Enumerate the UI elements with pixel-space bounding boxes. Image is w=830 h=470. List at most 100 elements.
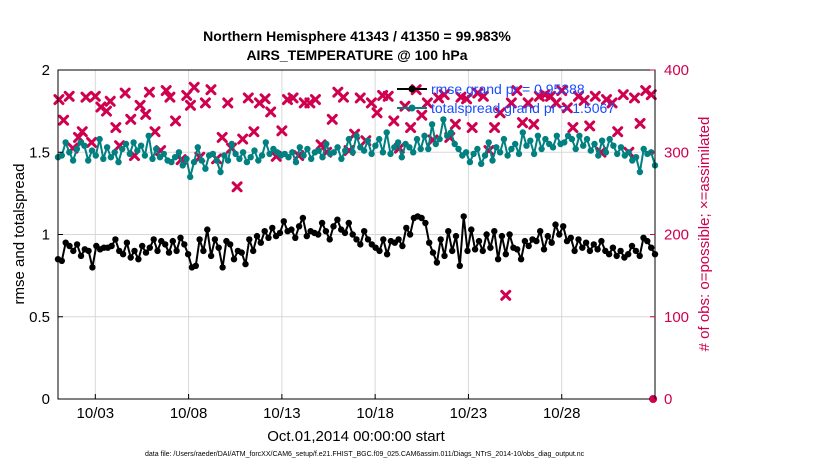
spread-point <box>255 157 262 164</box>
spread-point <box>202 165 209 172</box>
obs-assimilated-marker <box>53 94 65 106</box>
rmse-point <box>498 232 506 240</box>
rmse-point <box>491 228 498 235</box>
rmse-point <box>108 242 115 250</box>
spread-point <box>474 145 481 153</box>
spread-point <box>625 149 632 156</box>
rmse-point <box>165 249 173 256</box>
spread-point <box>198 157 205 164</box>
spread-point <box>251 147 258 154</box>
spread-point <box>576 132 583 139</box>
spread-point <box>391 144 398 151</box>
spread-point <box>572 145 579 153</box>
y-right-tick-label: 0 <box>664 391 672 408</box>
spread-point <box>243 158 251 166</box>
rmse-point <box>77 252 85 260</box>
rmse-point <box>605 251 613 258</box>
spread-point <box>296 144 303 151</box>
obs-assimilated-marker <box>119 87 131 99</box>
obs-assimilated-marker <box>170 115 182 127</box>
obs-assimilated-marker <box>101 105 113 117</box>
rmse-point <box>357 241 364 248</box>
rmse-point <box>441 252 448 260</box>
rmse-point <box>200 247 207 255</box>
rmse-point <box>261 228 268 235</box>
spread-point <box>292 158 300 166</box>
spread-point <box>561 139 568 146</box>
rmse-point <box>506 231 513 238</box>
obs-assimilated-marker <box>449 118 461 130</box>
spread-point <box>187 173 194 181</box>
spread-point <box>610 142 617 149</box>
chart-title-line2: AIRS_TEMPERATURE @ 100 hPa <box>246 47 467 63</box>
obs-assimilated-marker <box>160 85 172 97</box>
obs-assimilated-marker <box>140 108 152 120</box>
rmse-point <box>361 228 368 235</box>
obs-assimilated-marker <box>354 92 366 104</box>
rmse-point <box>383 251 391 258</box>
rmse-point <box>395 236 402 243</box>
spread-point <box>349 149 356 156</box>
rmse-point <box>204 226 211 233</box>
spread-point <box>262 139 269 146</box>
spread-point <box>394 139 402 146</box>
rmse-point <box>556 231 563 238</box>
legend-spread-label: totalspread grand pr = 1.5067 <box>431 100 615 116</box>
spread-point <box>383 129 390 136</box>
spread-point <box>171 154 179 161</box>
spread-point <box>119 145 126 153</box>
spread-point <box>96 135 103 143</box>
rmse-point <box>85 247 92 255</box>
obs-assimilated-marker <box>382 90 394 102</box>
rmse-point <box>517 256 525 263</box>
rmse-point <box>139 242 146 250</box>
obs-assimilated-marker <box>242 92 254 104</box>
spread-point <box>425 145 432 153</box>
obs-assimilated-marker <box>216 131 228 143</box>
y-right-tick-label: 400 <box>664 62 689 79</box>
obs-assimilated-marker <box>259 93 271 105</box>
spread-point <box>232 150 239 158</box>
spread-point <box>432 140 439 148</box>
rmse-point <box>560 223 567 230</box>
rmse-point <box>475 237 483 245</box>
spread-point <box>213 157 220 164</box>
rmse-point <box>184 251 192 258</box>
y-left-tick-label: 0.5 <box>29 309 50 326</box>
rmse-point <box>230 256 238 263</box>
y-right-axis-label: # of obs: o=possible; ×=assimilated <box>696 117 713 352</box>
rmse-point <box>318 219 326 227</box>
rmse-point <box>119 251 127 258</box>
rmse-point <box>341 229 349 237</box>
spread-point <box>175 149 183 156</box>
obs-assimilated-marker <box>500 289 512 301</box>
spread-point <box>587 147 594 154</box>
spread-point <box>319 154 326 161</box>
spread-point <box>440 116 447 123</box>
data-file-note: data file: /Users/raeder/DAI/ATM_forcXX/… <box>145 451 585 458</box>
rmse-point <box>315 231 322 238</box>
rmse-point <box>479 247 486 255</box>
obs-assimilated-marker <box>248 126 260 138</box>
spread-point <box>523 142 530 149</box>
spread-point <box>330 149 337 156</box>
obs-assimilated-marker <box>110 122 122 134</box>
rmse-point <box>380 236 387 243</box>
spread-point <box>640 145 647 153</box>
spread-point <box>285 154 292 161</box>
spread-point <box>598 137 606 144</box>
spread-point <box>364 137 371 144</box>
spread-series-line <box>57 119 656 178</box>
spread-point <box>602 149 610 156</box>
rmse-point <box>533 237 540 245</box>
spread-point <box>447 129 455 136</box>
rmse-point <box>437 236 444 243</box>
rmse-point <box>429 249 437 256</box>
spread-point <box>413 135 421 143</box>
rmse-point <box>468 226 475 233</box>
spread-point <box>315 147 322 154</box>
spread-point <box>145 132 152 139</box>
spread-point <box>100 155 107 162</box>
spread-point <box>470 150 477 158</box>
